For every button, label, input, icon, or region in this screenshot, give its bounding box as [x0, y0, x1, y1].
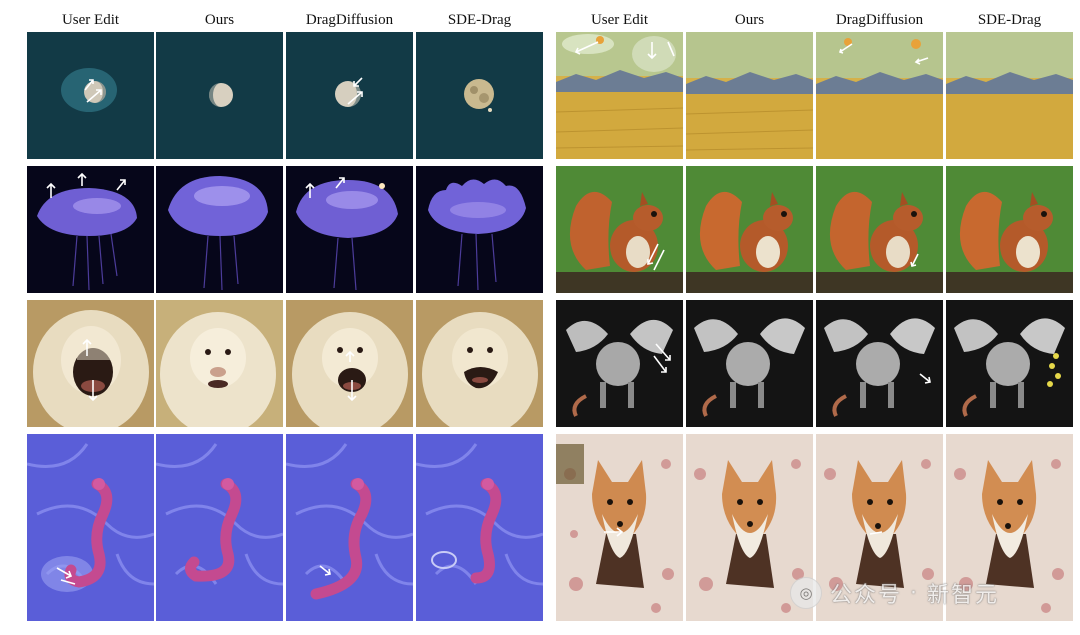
- seahorse-sde-drag-image: [416, 434, 543, 621]
- wheatfield-sde-drag-image: [946, 32, 1073, 159]
- griffin-ours-image: [686, 300, 813, 427]
- lion-sde-drag-image: [416, 300, 543, 427]
- jellyfish-sde-drag-image: [416, 166, 543, 293]
- griffin-user-edit-image: [556, 300, 683, 427]
- col-header-user-edit-left: User Edit: [61, 12, 120, 28]
- squirrel-ours-image: [686, 166, 813, 293]
- col-header-user-edit-right: User Edit: [590, 12, 649, 28]
- seahorse-ours-image: [156, 434, 283, 621]
- seahorse-dragdiffusion-image: [286, 434, 413, 621]
- moon-dragdiffusion-image: [286, 32, 413, 159]
- watermark-account-type: 公众号: [830, 583, 903, 608]
- wheatfield-dragdiffusion-image: [816, 32, 943, 159]
- lion-user-edit-image: [27, 300, 154, 427]
- griffin-sde-drag-image: [946, 300, 1073, 427]
- watermark-separator: ·: [910, 580, 920, 606]
- wheatfield-ours-image: [686, 32, 813, 159]
- fox-dragdiffusion-image: [816, 434, 943, 621]
- wheatfield-user-edit-image: [556, 32, 683, 159]
- lion-ours-image: [156, 300, 283, 427]
- col-header-ours-left: Ours: [204, 12, 235, 28]
- fox-ours-image: [686, 434, 813, 621]
- squirrel-sde-drag-image: [946, 166, 1073, 293]
- watermark: ◎ 公众号 · 新智元: [790, 573, 1060, 613]
- watermark-account-name: 新智元: [927, 583, 1000, 608]
- seahorse-user-edit-image: [27, 434, 154, 621]
- jellyfish-dragdiffusion-image: [286, 166, 413, 293]
- col-header-dragdiffusion-left: DragDiffusion: [305, 12, 394, 28]
- wechat-logo-icon: ◎: [790, 577, 822, 609]
- col-header-dragdiffusion-right: DragDiffusion: [835, 12, 924, 28]
- squirrel-dragdiffusion-image: [816, 166, 943, 293]
- fox-sde-drag-image: [946, 434, 1073, 621]
- lion-dragdiffusion-image: [286, 300, 413, 427]
- moon-sde-drag-image: [416, 32, 543, 159]
- col-header-sde-drag-left: SDE-Drag: [447, 12, 512, 28]
- fox-user-edit-image: [556, 434, 683, 621]
- jellyfish-user-edit-image: [27, 166, 154, 293]
- griffin-dragdiffusion-image: [816, 300, 943, 427]
- moon-user-edit-image: [27, 32, 154, 159]
- col-header-ours-right: Ours: [734, 12, 765, 28]
- jellyfish-ours-image: [156, 166, 283, 293]
- squirrel-user-edit-image: [556, 166, 683, 293]
- col-header-sde-drag-right: SDE-Drag: [977, 12, 1042, 28]
- moon-ours-image: [156, 32, 283, 159]
